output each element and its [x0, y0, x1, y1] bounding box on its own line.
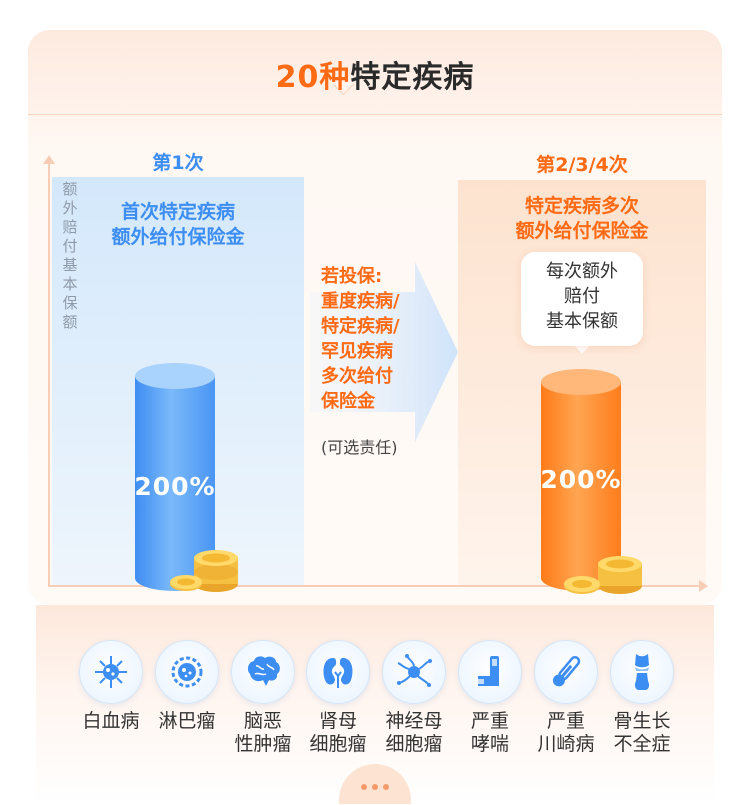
big-right-arrow-icon [310, 262, 458, 442]
first-payout-cylinder [135, 363, 215, 591]
mid-line: 重度疾病/ [321, 291, 400, 312]
kidney-icon [306, 640, 370, 704]
disease-name-line1: 淋巴瘤 [158, 710, 216, 732]
disease-item: 骨生长 不全症 [604, 640, 680, 756]
inhaler-icon [458, 640, 522, 704]
mid-line: 多次给付 [321, 366, 393, 387]
gold-coins-icon [564, 556, 642, 594]
optional-coverage-text: 若投保: 重度疾病/ 特定疾病/ 罕见疾病 多次给付 保险金 [321, 264, 451, 414]
disease-item: 淋巴瘤 [149, 640, 225, 733]
first-payout-desc-line2: 额外给付保险金 [111, 226, 245, 248]
title-accent: 20种 [275, 60, 351, 95]
dot [361, 784, 367, 790]
disease-name: 神经母 细胞瘤 [376, 710, 452, 756]
gold-coins-icon [170, 550, 238, 592]
x-axis-arrow-icon [699, 580, 708, 592]
disease-name-line1: 白血病 [82, 710, 140, 732]
bone-icon [610, 640, 674, 704]
disease-item: 神经母 细胞瘤 [376, 640, 452, 756]
optional-note: (可选责任) [321, 438, 398, 457]
repeat-payout-desc-line2: 额外给付保险金 [515, 220, 649, 242]
virus-icon [79, 640, 143, 704]
disease-name-line2: 细胞瘤 [385, 733, 443, 755]
disease-name-line1: 肾母 [318, 710, 357, 732]
disease-name-line2: 哮喘 [470, 733, 509, 755]
disease-name: 白血病 [73, 710, 149, 733]
disease-name-line1: 严重 [470, 710, 509, 732]
disease-name: 淋巴瘤 [149, 710, 225, 733]
disease-name: 肾母 细胞瘤 [300, 710, 376, 756]
disease-name-line1: 严重 [546, 710, 585, 732]
bubble-line: 赔付 [564, 286, 600, 307]
disease-name: 严重 哮喘 [452, 710, 528, 756]
thermometer-icon [534, 640, 598, 704]
first-payout-percent: 200% [134, 472, 216, 501]
disease-name: 严重 川崎病 [528, 710, 604, 756]
title-main: 特定疾病 [350, 60, 475, 95]
repeat-payout-desc-line1: 特定疾病多次 [524, 195, 639, 217]
disease-name-line1: 神经母 [385, 710, 443, 732]
y-axis-arrow-icon [43, 155, 55, 164]
axis-label: 额外赔付基本保额 [62, 180, 78, 331]
disease-item: 脑恶 性肿瘤 [225, 640, 301, 756]
repeat-payout-bubble: 每次额外 赔付 基本保额 [521, 252, 643, 346]
bubble-line: 基本保额 [546, 311, 618, 332]
disease-name: 脑恶 性肿瘤 [225, 710, 301, 756]
dot [372, 784, 378, 790]
title-band [28, 30, 722, 115]
mid-line: 若投保: [321, 266, 383, 287]
y-axis [48, 162, 50, 586]
disease-item: 严重 川崎病 [528, 640, 604, 756]
disease-name-line1: 脑恶 [243, 710, 282, 732]
repeat-payout-percent: 200% [540, 465, 622, 494]
mid-line: 保险金 [321, 391, 375, 412]
first-payout-tag: 第1次 [152, 152, 204, 174]
disease-item: 白血病 [73, 640, 149, 733]
disease-name-line2: 细胞瘤 [309, 733, 367, 755]
mid-line: 特定疾病/ [321, 316, 400, 337]
disease-item: 严重 哮喘 [452, 640, 528, 756]
first-payout-desc-line1: 首次特定疾病 [120, 201, 235, 223]
disease-name-line2: 性肿瘤 [234, 733, 292, 755]
x-axis [48, 585, 700, 587]
page-title: 20种特定疾病 [0, 52, 750, 96]
disease-name-line1: 骨生长 [613, 710, 671, 732]
disease-name-line2: 川崎病 [537, 733, 595, 755]
disease-name: 骨生长 不全症 [604, 710, 680, 756]
brain-icon [231, 640, 295, 704]
disease-name-line2: 不全症 [613, 733, 671, 755]
mid-line: 罕见疾病 [321, 341, 393, 362]
first-payout-desc: 首次特定疾病 额外给付保险金 [52, 200, 304, 250]
dot [383, 784, 389, 790]
repeat-payout-cylinder [541, 369, 621, 591]
neuron-icon [382, 640, 446, 704]
repeat-payout-tag: 第2/3/4次 [536, 154, 628, 176]
lymph-cell-icon [155, 640, 219, 704]
repeat-payout-desc: 特定疾病多次 额外给付保险金 [458, 194, 706, 244]
disease-item: 肾母 细胞瘤 [300, 640, 376, 756]
bubble-line: 每次额外 [546, 261, 618, 282]
